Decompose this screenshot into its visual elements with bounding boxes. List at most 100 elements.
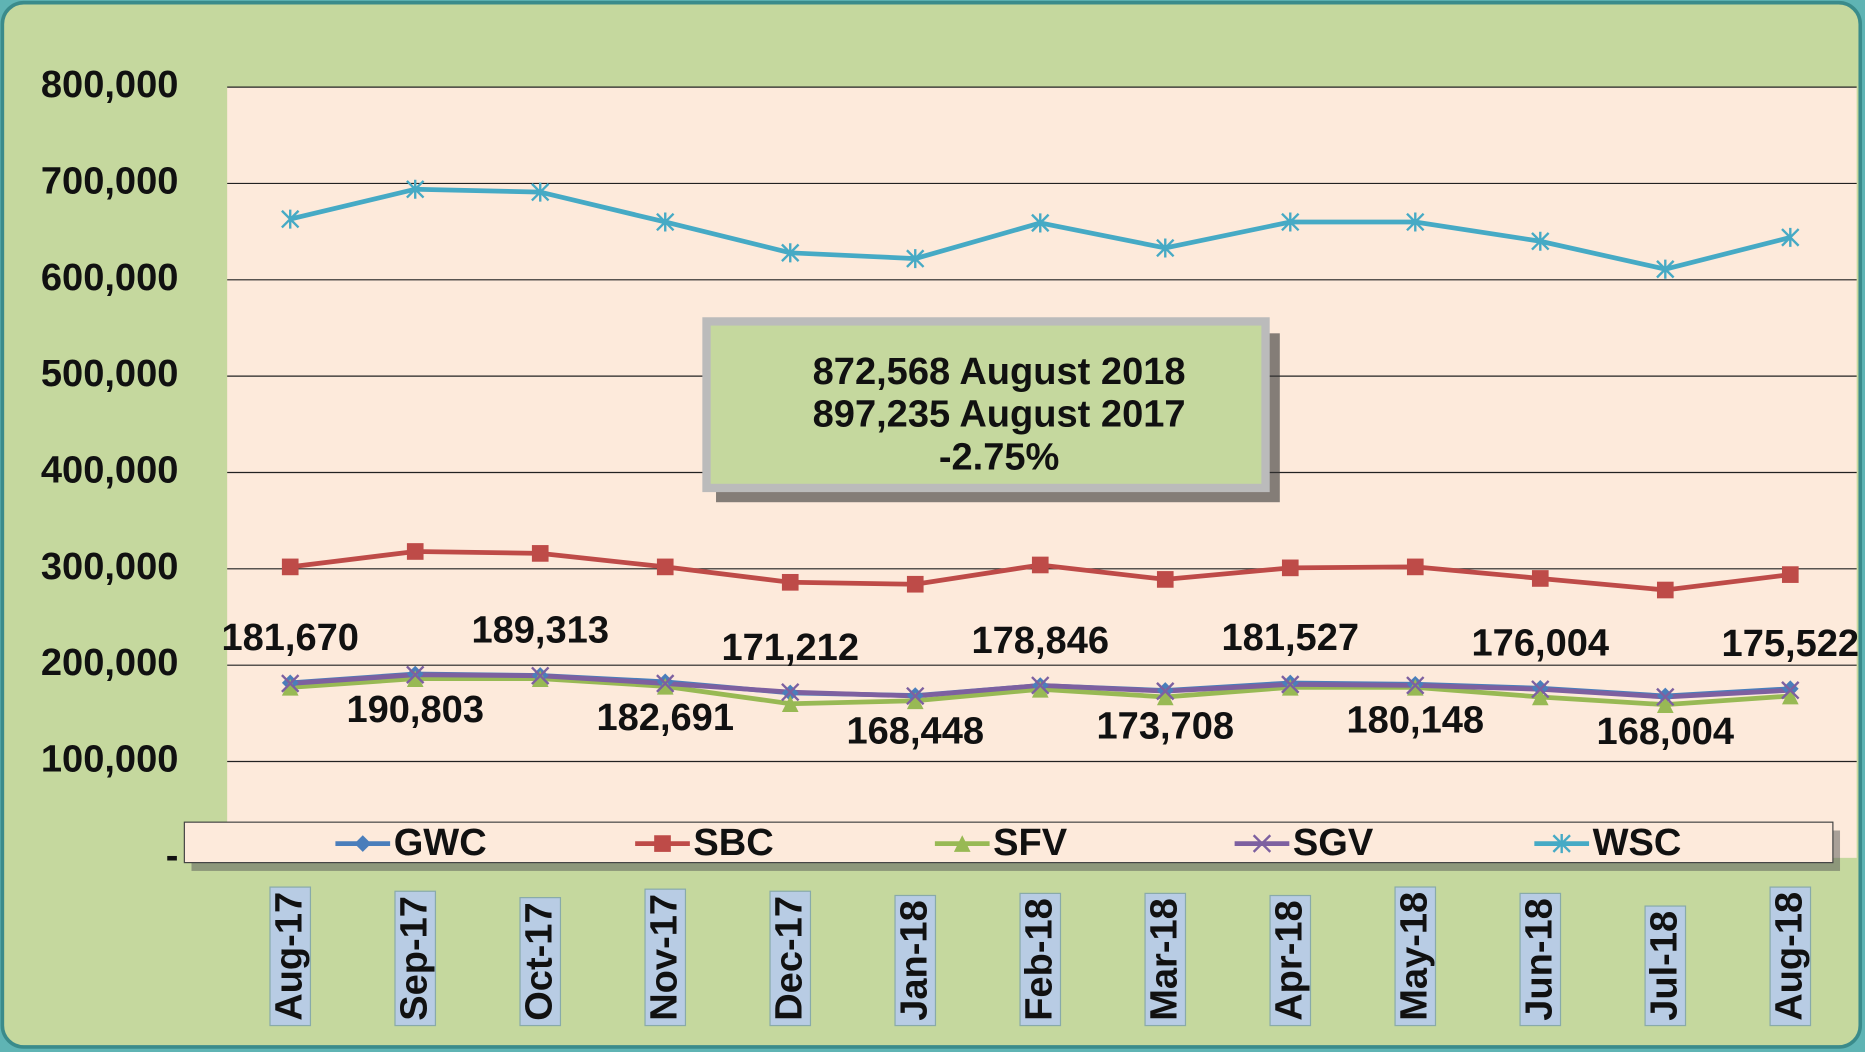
marker [656,558,674,576]
marker [1531,688,1549,706]
x-tick-box [1019,892,1062,1027]
marker [531,666,550,685]
x-tick-label: Aug-18 [1769,892,1811,1021]
x-tick-box [269,886,312,1027]
x-tick-label: Aug-17 [268,892,310,1021]
marker [281,678,299,696]
annotation: 872,568 August 2018 [813,351,1186,393]
x-tick: Jan-18 [893,894,937,1027]
x-tick-box [1644,905,1687,1027]
legend-label: SFV [993,822,1068,864]
marker [906,575,924,593]
marker [1656,259,1675,279]
marker [531,545,549,562]
x-tick: Aug-18 [1769,886,1812,1027]
x-tick-label: Dec-17 [768,896,810,1021]
x-tick-box [394,890,437,1027]
legend-label: GWC [394,822,487,864]
x-tick: Nov-17 [643,888,687,1027]
x-tick-box [519,897,562,1027]
marker [406,665,425,684]
x-tick-box [1394,886,1437,1027]
x-tick-box [1519,892,1562,1027]
legend-marker [953,835,971,852]
legend-marker [654,835,671,852]
x-tick-label: Nov-17 [643,894,685,1021]
x-tick: Sep-17 [393,890,437,1027]
marker [406,543,424,560]
marker [781,682,800,702]
data-label: 175,522 [1722,623,1860,665]
marker [1406,558,1424,576]
marker [406,670,424,687]
legend-marker [1552,834,1571,854]
marker [1531,570,1549,587]
marker [1531,231,1550,251]
x-tick: Apr-18 [1269,894,1312,1027]
x-tick-label: Sep-17 [393,896,435,1021]
marker [1281,678,1299,696]
x-tick: Mar-18 [1144,892,1187,1027]
marker [406,179,425,199]
annotation: -2.75% [939,436,1060,478]
marker [906,692,924,710]
marker [1406,212,1425,232]
x-tick: Oct-17 [518,897,562,1027]
data-label: 173,708 [1097,706,1235,748]
data-label: 168,448 [846,711,984,753]
marker [1656,696,1674,713]
marker [656,212,675,232]
data-label: 168,004 [1597,711,1735,753]
y-tick-label: 200,000 [41,642,179,684]
marker [1781,227,1800,247]
marker [1656,687,1675,707]
marker [1531,680,1550,699]
marker [1281,675,1300,694]
y-tick-label: 500,000 [41,353,179,395]
x-tick-label: Jul-18 [1644,911,1686,1021]
x-tick-label: May-18 [1394,892,1436,1021]
marker [906,686,925,706]
data-label: 171,212 [721,627,859,669]
y-tick-label: 400,000 [41,450,179,492]
marker [1156,238,1175,258]
marker [1656,581,1674,599]
data-label: 190,803 [346,689,484,731]
marker [656,678,674,695]
marker [1031,680,1049,698]
x-tick: Jun-18 [1519,892,1562,1027]
x-tick: Jul-18 [1644,905,1687,1027]
legend-marker [354,835,372,852]
marker [1781,681,1800,700]
legend-label: SGV [1293,822,1374,864]
marker [1406,678,1424,696]
x-tick-label: Feb-18 [1018,898,1060,1021]
legend-marker [1252,834,1272,853]
marker [1281,212,1300,232]
y-tick-label: 700,000 [41,160,179,202]
marker [1031,676,1050,695]
data-label: 176,004 [1472,623,1610,665]
y-tick-label: 300,000 [41,546,179,588]
data-label: 182,691 [596,697,734,739]
marker [1406,676,1425,695]
x-tick: Dec-17 [768,890,812,1027]
data-label: 180,148 [1347,699,1485,741]
marker [1781,566,1799,583]
x-tick-box [1269,894,1312,1027]
x-tick-box [769,890,812,1027]
data-label: 181,527 [1222,617,1360,659]
x-tick: Feb-18 [1018,892,1062,1027]
marker [531,182,550,202]
x-tick: Aug-17 [268,886,312,1027]
x-tick-label: Apr-18 [1269,900,1311,1021]
annotation: 897,235 August 2017 [813,394,1186,436]
marker [781,243,800,263]
marker [781,573,799,591]
marker [1156,571,1174,588]
marker [1031,213,1050,233]
marker [906,249,925,269]
x-tick-label: Jun-18 [1519,898,1561,1021]
y-tick-label: 600,000 [41,257,179,299]
